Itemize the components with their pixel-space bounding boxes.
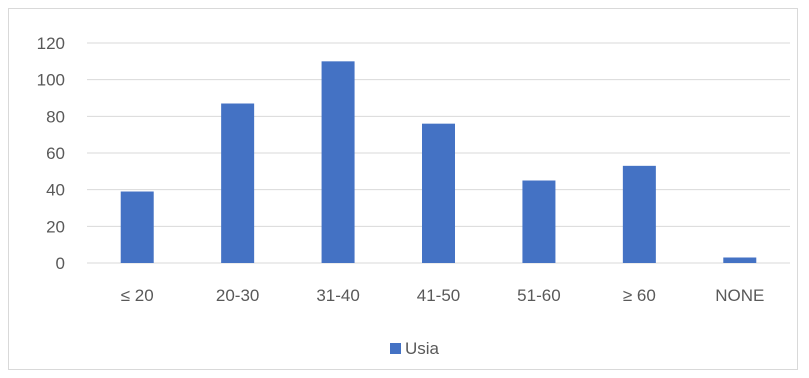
y-tick-label: 0 [56, 254, 65, 273]
bar-5 [622, 165, 656, 263]
bar-3 [422, 123, 455, 264]
bar-2 [321, 61, 355, 264]
x-tick-label: ≥ 60 [623, 286, 656, 305]
y-axis-ticks: 0 20 40 60 80 100 120 [37, 34, 65, 273]
bar-4 [522, 180, 556, 263]
y-tick-label: 20 [46, 217, 65, 236]
bar-0 [120, 191, 154, 263]
legend: Usia [390, 339, 440, 358]
legend-label: Usia [405, 339, 440, 358]
bar-6 [723, 257, 757, 263]
y-tick-label: 120 [37, 34, 65, 53]
x-tick-label: 20-30 [216, 286, 259, 305]
x-tick-label: NONE [715, 286, 764, 305]
gridlines [87, 42, 790, 264]
x-tick-label: 51-60 [517, 286, 560, 305]
y-tick-label: 80 [46, 107, 65, 126]
bar-1 [221, 103, 255, 263]
legend-swatch [390, 343, 401, 354]
y-tick-label: 40 [46, 181, 65, 200]
y-tick-label: 100 [37, 71, 65, 90]
x-tick-label: 41-50 [417, 286, 460, 305]
y-tick-label: 60 [46, 144, 65, 163]
x-axis-ticks: ≤ 20 20-30 31-40 41-50 51-60 ≥ 60 NONE [121, 286, 765, 305]
x-tick-label: 31-40 [316, 286, 359, 305]
bars [120, 61, 757, 264]
chart-frame [8, 8, 798, 370]
x-tick-label: ≤ 20 [121, 286, 154, 305]
